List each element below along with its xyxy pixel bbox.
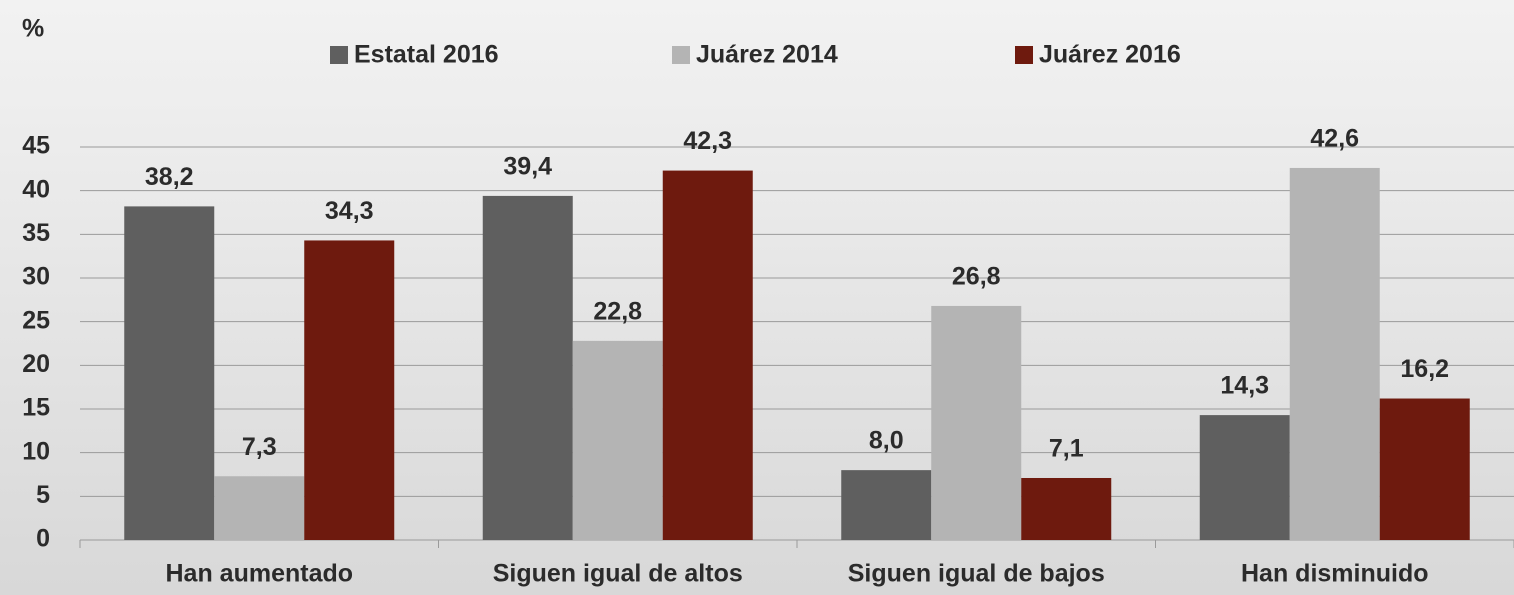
value-label: 22,8 <box>593 297 642 325</box>
y-tick-label: 10 <box>22 437 50 465</box>
y-axis-label: % <box>22 15 44 43</box>
bar <box>931 306 1021 540</box>
value-label: 26,8 <box>952 263 1001 291</box>
bar <box>1290 168 1380 540</box>
y-tick-label: 40 <box>22 175 50 203</box>
value-label: 34,3 <box>325 197 374 225</box>
legend-swatch <box>330 46 348 64</box>
value-label: 7,3 <box>242 433 277 461</box>
value-label: 16,2 <box>1400 355 1449 383</box>
legend-label: Juárez 2014 <box>696 41 838 69</box>
value-label: 42,3 <box>683 127 732 155</box>
legend-swatch <box>1015 46 1033 64</box>
x-tick-label: Han aumentado <box>165 560 353 588</box>
y-tick-label: 30 <box>22 263 50 291</box>
chart: % 0 5 10 15 20 25 30 35 40 45 Estatal 2016 Juárez 2… <box>0 0 1514 595</box>
legend-label: Juárez 2016 <box>1039 41 1181 69</box>
bar <box>124 206 214 540</box>
bar <box>1021 478 1111 540</box>
bar <box>214 476 304 540</box>
y-tick-label: 35 <box>22 219 50 247</box>
value-label: 39,4 <box>503 153 552 181</box>
x-tick-label: Han disminuido <box>1241 560 1429 588</box>
bar <box>304 240 394 540</box>
x-tick-label: Siguen igual de altos <box>493 560 743 588</box>
bar <box>841 470 931 540</box>
value-label: 38,2 <box>145 163 194 191</box>
y-tick-label: 45 <box>22 132 50 160</box>
y-tick-label: 0 <box>36 525 50 553</box>
bar <box>483 196 573 540</box>
bar <box>1380 399 1470 540</box>
y-tick-label: 15 <box>22 394 50 422</box>
value-label: 7,1 <box>1049 435 1084 463</box>
value-label: 14,3 <box>1220 372 1269 400</box>
y-tick-label: 5 <box>36 481 50 509</box>
value-label: 8,0 <box>869 427 904 455</box>
bar <box>573 341 663 540</box>
bar <box>1200 415 1290 540</box>
legend-label: Estatal 2016 <box>354 41 499 69</box>
y-tick-label: 20 <box>22 350 50 378</box>
legend-swatch <box>672 46 690 64</box>
value-label: 42,6 <box>1310 125 1359 153</box>
y-tick-label: 25 <box>22 306 50 334</box>
x-tick-label: Siguen igual de bajos <box>848 560 1105 588</box>
bar <box>663 171 753 540</box>
